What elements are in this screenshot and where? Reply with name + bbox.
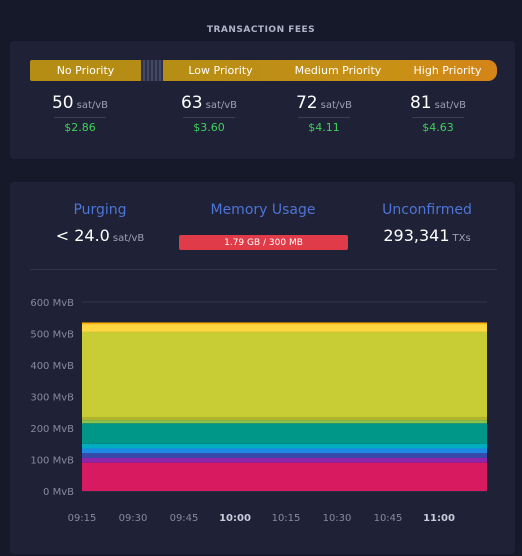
series-area[interactable] — [82, 462, 487, 491]
memory-usage-value: 1.79 GB / 300 MB — [224, 237, 303, 248]
mempool-chart[interactable]: 0 MvB 100 MvB 200 MvB 300 MvB 400 MvB 500 MvB… — [10, 182, 515, 554]
high-priority-bar-label: High Priority — [413, 64, 482, 77]
x-tick-label: 11:00 — [423, 513, 455, 524]
fee-gap-marker — [141, 60, 163, 81]
fee-usd: $3.60 — [193, 121, 225, 134]
y-tick-label: 0 MvB — [43, 487, 74, 498]
divider — [30, 269, 497, 270]
fee-unit: sat/vB — [205, 100, 238, 111]
low-priority-bar-label: Low Priority — [188, 64, 253, 77]
unconfirmed-stat: Unconfirmed 293,341 TXs — [342, 202, 512, 245]
no-priority-bar[interactable]: No Priority — [30, 60, 141, 81]
series-area[interactable] — [82, 457, 487, 463]
fee-divider — [54, 117, 106, 118]
purging-stat: Purging < 24.0 sat/vB — [15, 202, 185, 245]
fee-value: 63 — [180, 93, 203, 113]
memory-usage-heading: Memory Usage — [210, 202, 316, 218]
y-tick-label: 400 MvB — [30, 361, 74, 372]
y-tick-label: 200 MvB — [30, 424, 74, 435]
x-tick-label: 09:15 — [68, 513, 97, 524]
fee-unit: sat/vB — [76, 100, 109, 111]
x-tick-label: 09:45 — [170, 513, 199, 524]
fee-divider — [412, 117, 464, 118]
fee-high-priority: 81 sat/vB $4.63 — [383, 93, 493, 134]
fee-value: 81 — [409, 93, 432, 113]
fee-divider — [183, 117, 235, 118]
medium-priority-bar-label: Medium Priority — [294, 64, 382, 77]
unconfirmed-heading: Unconfirmed — [382, 202, 472, 218]
fee-usd: $4.11 — [308, 121, 340, 134]
fee-medium-priority: 72 sat/vB $4.11 — [269, 93, 379, 134]
page-title: TRANSACTION FEES — [206, 25, 316, 35]
y-tick-label: 500 MvB — [30, 330, 74, 341]
series-area[interactable] — [82, 448, 487, 454]
fee-value: 72 — [295, 93, 318, 113]
x-tick-label: 10:00 — [219, 513, 251, 524]
x-tick-label: 10:30 — [323, 513, 352, 524]
priority-bar[interactable]: Low Priority Medium Priority High Priori… — [163, 60, 497, 81]
series-area[interactable] — [82, 453, 487, 458]
x-tick-label: 10:15 — [272, 513, 301, 524]
fee-unit: sat/vB — [434, 100, 467, 111]
unconfirmed-value: 293,341 — [383, 226, 450, 245]
series-area[interactable] — [82, 331, 487, 417]
fee-no-priority: 50 sat/vB $2.86 — [25, 93, 135, 134]
x-tick-label: 10:45 — [374, 513, 403, 524]
fee-low-priority: 63 sat/vB $3.60 — [154, 93, 264, 134]
memory-usage-stat: Memory Usage — [178, 202, 348, 218]
purging-heading: Purging — [73, 202, 127, 218]
series-area[interactable] — [82, 324, 487, 332]
y-tick-label: 100 MvB — [30, 456, 74, 467]
y-tick-label: 600 MvB — [30, 298, 74, 309]
purging-value: < 24.0 — [55, 226, 110, 245]
series-area[interactable] — [82, 416, 487, 421]
y-tick-label: 300 MvB — [30, 393, 74, 404]
memory-usage-bar: 1.79 GB / 300 MB — [179, 235, 348, 250]
no-priority-bar-label: No Priority — [56, 64, 115, 77]
fee-usd: $4.63 — [422, 121, 454, 134]
unconfirmed-unit: TXs — [452, 233, 471, 244]
series-area[interactable] — [82, 420, 487, 424]
series-area[interactable] — [82, 443, 487, 449]
purging-unit: sat/vB — [112, 233, 145, 244]
fee-value: 50 — [51, 93, 74, 113]
series-area[interactable] — [82, 423, 487, 444]
fee-divider — [298, 117, 350, 118]
series-area[interactable] — [82, 322, 487, 325]
fee-unit: sat/vB — [320, 100, 353, 111]
mempool-card: Purging < 24.0 sat/vB Memory Usage 1.79 G… — [10, 182, 515, 554]
fees-card: No Priority Low Priority Medium Priority… — [10, 41, 515, 159]
x-tick-label: 09:30 — [119, 513, 148, 524]
fee-usd: $2.86 — [64, 121, 96, 134]
